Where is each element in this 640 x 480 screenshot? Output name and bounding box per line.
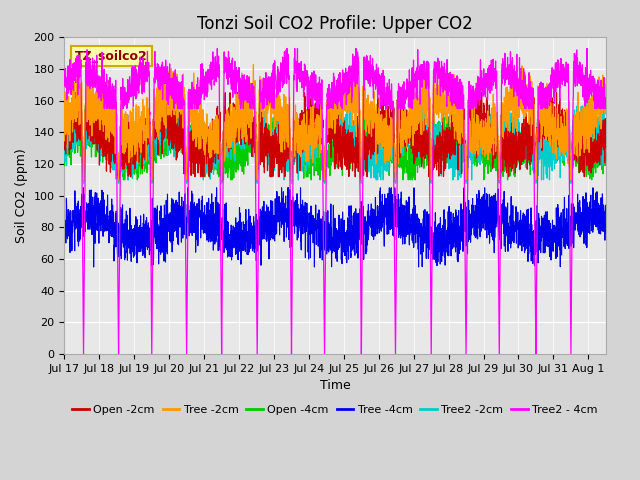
Y-axis label: Soil CO2 (ppm): Soil CO2 (ppm) bbox=[15, 148, 28, 243]
Text: TZ_soilco2: TZ_soilco2 bbox=[76, 49, 148, 62]
Legend: Open -2cm, Tree -2cm, Open -4cm, Tree -4cm, Tree2 -2cm, Tree2 - 4cm: Open -2cm, Tree -2cm, Open -4cm, Tree -4… bbox=[68, 401, 602, 420]
Title: Tonzi Soil CO2 Profile: Upper CO2: Tonzi Soil CO2 Profile: Upper CO2 bbox=[197, 15, 473, 33]
X-axis label: Time: Time bbox=[320, 379, 351, 392]
